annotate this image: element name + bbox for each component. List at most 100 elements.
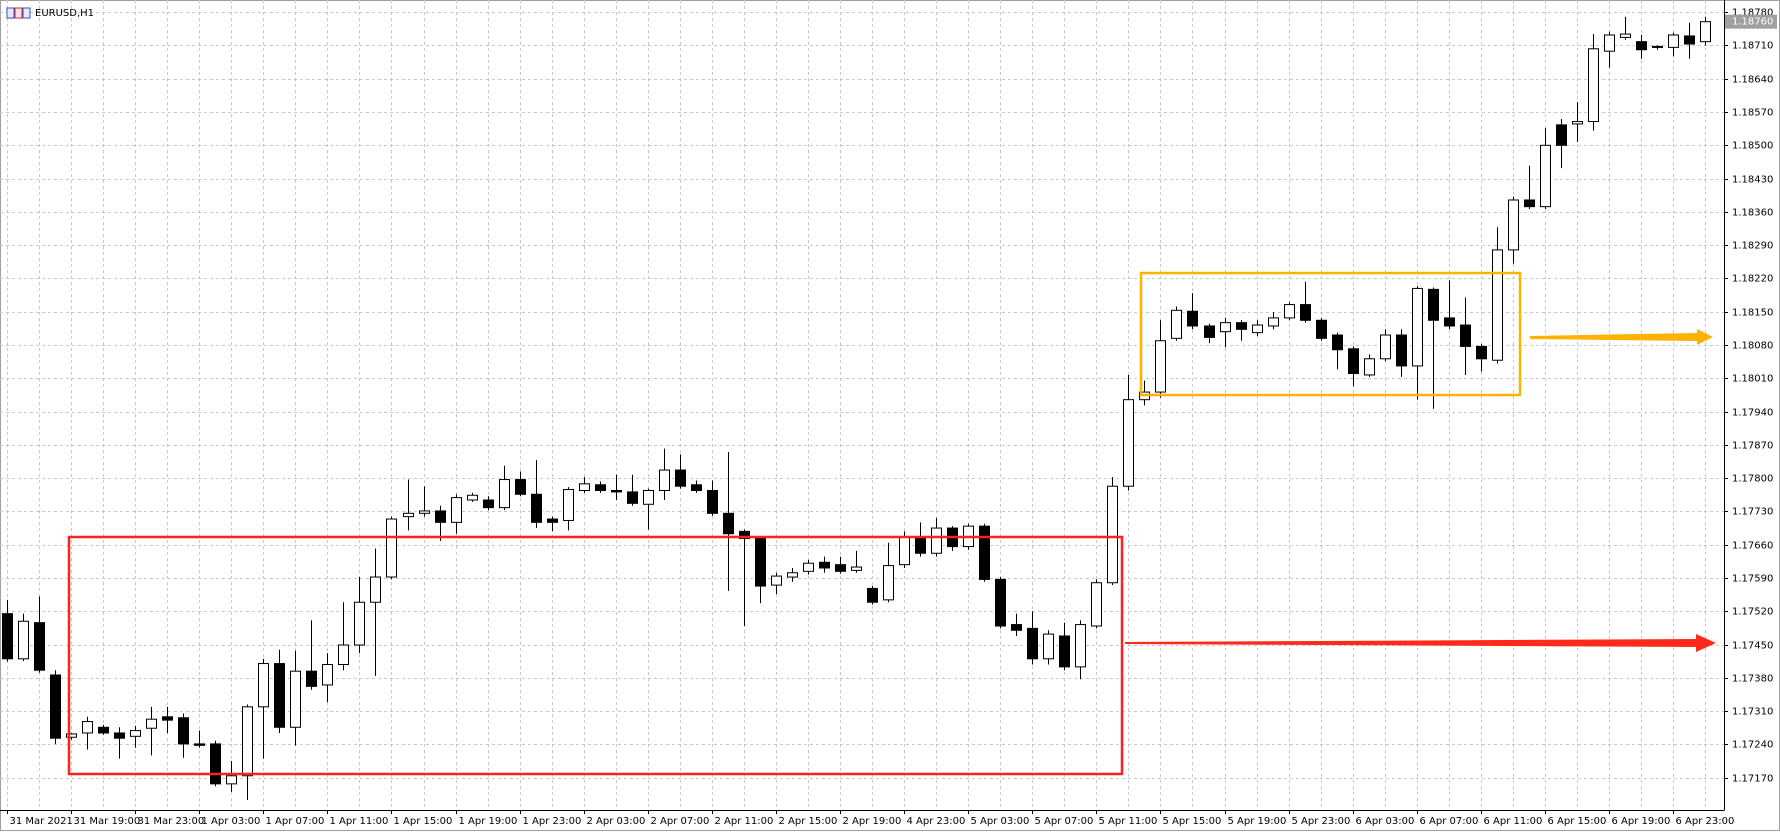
x-tick-label: 6 Apr 19:00 — [1612, 816, 1671, 827]
candle-body — [1636, 41, 1647, 51]
candle-body — [531, 493, 542, 523]
x-tick-label: 5 Apr 19:00 — [1228, 816, 1287, 827]
y-tick-label: 1.17800 — [1732, 474, 1773, 485]
x-tick-label: 5 Apr 07:00 — [1035, 816, 1094, 827]
candle-body — [851, 566, 862, 571]
candle-body — [803, 562, 814, 572]
candle-body — [1572, 121, 1583, 125]
candle-body — [306, 670, 317, 687]
candle-body — [290, 670, 301, 728]
symbol-header: EURUSD,H1 — [6, 7, 94, 19]
candle-body — [1059, 635, 1070, 668]
symbol-icon — [6, 7, 15, 19]
y-tick-label: 1.17520 — [1732, 607, 1773, 618]
x-tick-label: 2 Apr 07:00 — [651, 816, 710, 827]
candle-body — [1364, 358, 1375, 376]
candle-body — [34, 622, 45, 671]
candle-body — [1091, 582, 1102, 627]
candle-body — [1332, 334, 1343, 351]
candle-body — [162, 716, 173, 721]
y-tick-label: 1.17170 — [1732, 774, 1773, 785]
candle-body — [1011, 624, 1022, 631]
y-tick-label: 1.18500 — [1732, 141, 1773, 152]
x-tick-label: 1 Apr 15:00 — [394, 816, 453, 827]
x-tick-label: 1 Apr 19:00 — [459, 816, 518, 827]
candle-body — [1508, 199, 1519, 251]
candle-body — [1412, 287, 1423, 367]
y-tick-label: 1.18710 — [1732, 41, 1773, 52]
candle-body — [386, 518, 397, 578]
candle-body — [739, 530, 750, 540]
candle-body — [1300, 304, 1311, 321]
x-tick-label: 6 Apr 23:00 — [1676, 816, 1735, 827]
candle-body — [338, 644, 349, 666]
candle-body — [1171, 309, 1182, 339]
y-tick-label: 1.17450 — [1732, 641, 1773, 652]
candle-body — [1460, 324, 1471, 347]
x-tick-label: 4 Apr 23:00 — [907, 816, 966, 827]
candle-body — [1380, 334, 1391, 360]
candle-body — [835, 564, 846, 572]
x-tick-label: 5 Apr 15:00 — [1163, 816, 1222, 827]
symbol-icon — [22, 7, 31, 19]
candle-body — [1284, 304, 1295, 319]
symbol-icon — [14, 7, 23, 19]
x-tick-label: 1 Apr 23:00 — [523, 816, 582, 827]
candle-body — [1444, 317, 1455, 327]
candle-body — [1268, 317, 1279, 327]
arrow-red — [1125, 634, 1716, 652]
candle-body — [1652, 45, 1663, 48]
range-box-red — [67, 535, 1124, 776]
y-tick-label: 1.18780 — [1732, 8, 1773, 19]
candle-body — [1620, 33, 1631, 38]
y-tick-label: 1.17730 — [1732, 507, 1773, 518]
candle-body — [1252, 324, 1263, 334]
y-tick-label: 1.18080 — [1732, 341, 1773, 352]
y-tick-label: 1.17940 — [1732, 408, 1773, 419]
y-tick-label: 1.18010 — [1732, 374, 1773, 385]
candle-body — [18, 620, 29, 660]
candle-body — [2, 613, 13, 660]
x-tick-label: 31 Mar 23:00 — [138, 816, 205, 827]
y-tick-label: 1.17590 — [1732, 574, 1773, 585]
candle-body — [451, 497, 462, 523]
x-tick-label: 1 Apr 11:00 — [330, 816, 389, 827]
y-tick-label: 1.18150 — [1732, 308, 1773, 319]
candle-body — [723, 512, 734, 535]
candle-body — [627, 491, 638, 504]
x-tick-label: 6 Apr 15:00 — [1548, 816, 1607, 827]
candle-body — [995, 578, 1006, 627]
candle-body — [403, 512, 414, 518]
candle-body — [467, 494, 478, 501]
candle-body — [611, 489, 622, 493]
candle-body — [210, 743, 221, 785]
candle-body — [1123, 399, 1134, 487]
candle-body — [675, 469, 686, 487]
candle-body — [1700, 21, 1711, 43]
candle-body — [98, 726, 109, 734]
x-tick-label: 31 Mar 19:00 — [74, 816, 141, 827]
y-tick-label: 1.18640 — [1732, 75, 1773, 86]
candle-body — [146, 718, 157, 729]
x-tick-label: 6 Apr 07:00 — [1420, 816, 1479, 827]
candle-body — [1187, 310, 1198, 327]
candle-body — [1204, 325, 1215, 338]
x-tick-label: 5 Apr 11:00 — [1099, 816, 1158, 827]
candle-body — [899, 536, 910, 566]
y-tick-label: 1.18430 — [1732, 175, 1773, 186]
y-tick-label: 1.17240 — [1732, 740, 1773, 751]
candle-body — [1027, 627, 1038, 660]
candle-body — [194, 743, 205, 746]
candle-body — [178, 717, 189, 745]
candle-body — [242, 706, 253, 777]
range-box-orange — [1139, 271, 1522, 397]
x-tick-label: 6 Apr 11:00 — [1484, 816, 1543, 827]
candle-body — [1476, 345, 1487, 360]
y-tick-label: 1.17380 — [1732, 674, 1773, 685]
candle-body — [1155, 340, 1166, 393]
candle-body — [322, 664, 333, 686]
candle-body — [354, 601, 365, 646]
candle-body — [547, 518, 558, 523]
x-tick-label: 5 Apr 03:00 — [971, 816, 1030, 827]
